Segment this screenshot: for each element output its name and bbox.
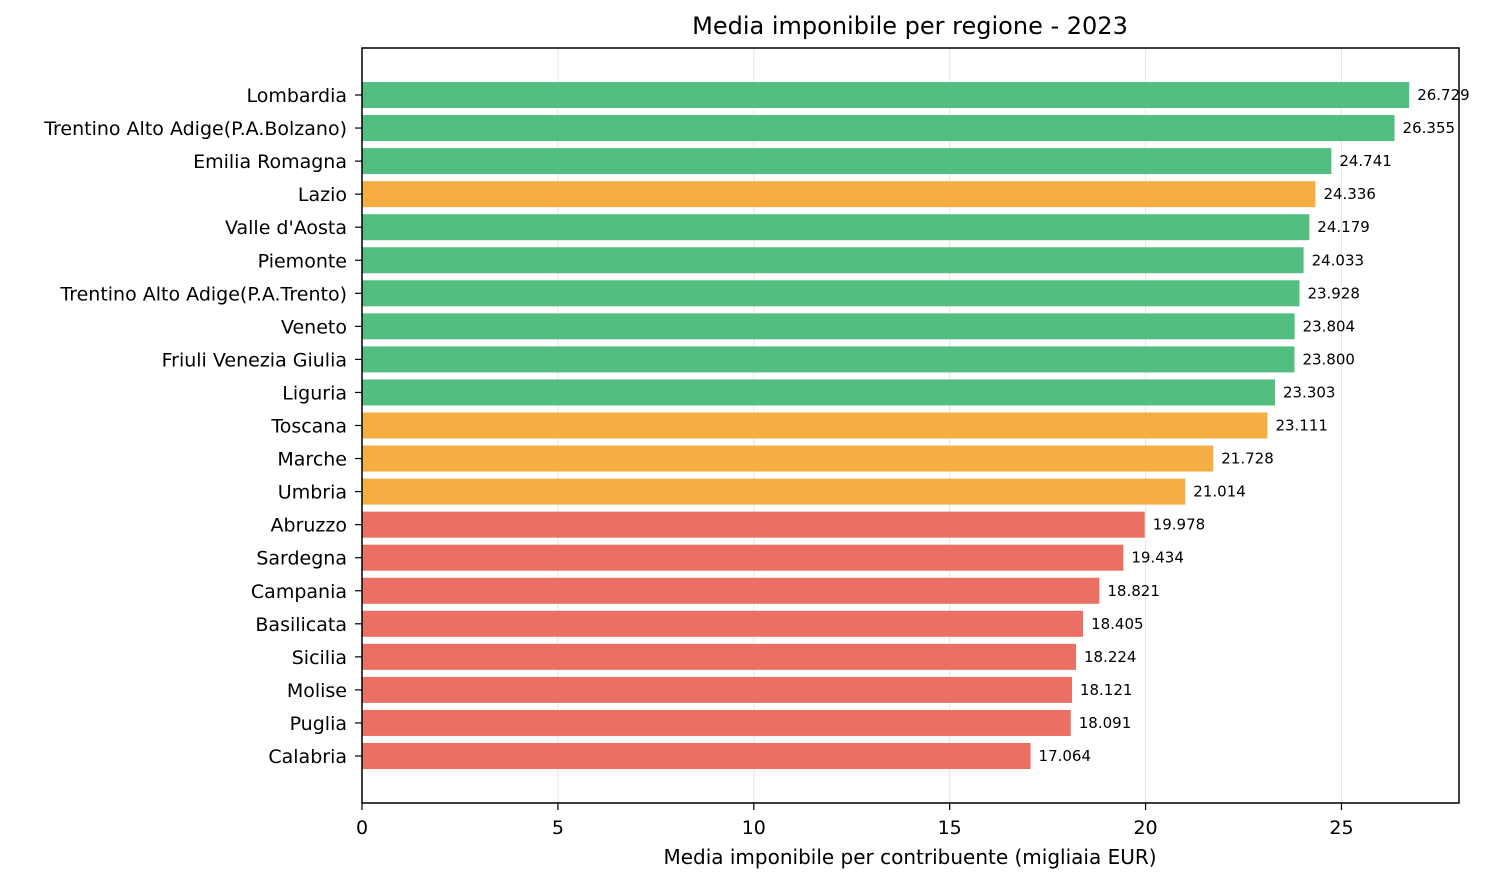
bar-value-label: 23.804 [1303, 317, 1356, 335]
bar [362, 478, 1186, 505]
category-label: Basilicata [255, 614, 347, 636]
x-axis-title: Media imponibile per contribuente (migli… [663, 845, 1156, 869]
bar-value-label: 21.014 [1193, 483, 1246, 501]
bar [362, 214, 1310, 241]
bar [362, 280, 1300, 307]
bars [362, 82, 1410, 769]
bar-value-label: 24.741 [1339, 152, 1392, 170]
bar [362, 544, 1124, 571]
bar [362, 511, 1145, 538]
category-label: Piemonte [258, 250, 347, 272]
bar-value-label: 23.111 [1275, 417, 1328, 435]
category-label: Campania [251, 581, 347, 603]
bar [362, 445, 1214, 472]
category-label: Abruzzo [271, 515, 347, 537]
category-label: Liguria [282, 382, 347, 404]
category-label: Toscana [270, 416, 347, 438]
bar-value-label: 24.033 [1312, 251, 1365, 269]
bar-value-label: 23.303 [1283, 383, 1336, 401]
bar-value-label: 18.224 [1084, 648, 1137, 666]
bar [362, 379, 1275, 406]
bar [362, 412, 1268, 439]
bar-value-label: 26.355 [1403, 119, 1456, 137]
bar-value-label: 18.121 [1080, 681, 1133, 699]
category-label: Sicilia [292, 647, 347, 669]
bar [362, 709, 1071, 736]
category-label: Emilia Romagna [193, 151, 347, 173]
category-label: Calabria [268, 746, 347, 768]
bar-value-label: 24.179 [1317, 218, 1370, 236]
bar [362, 181, 1316, 208]
x-tick-label: 20 [1133, 817, 1157, 839]
bar [362, 148, 1332, 175]
category-label: Veneto [281, 316, 347, 338]
category-labels: Lombardia Trentino Alto Adige(P.A.Bolzano… [43, 85, 362, 768]
plot-frame [361, 47, 1460, 804]
bar [362, 643, 1076, 670]
x-tick-label: 10 [742, 817, 766, 839]
bar-value-label: 19.978 [1153, 516, 1206, 534]
bar-value-label: 17.064 [1039, 747, 1092, 765]
bar [362, 82, 1410, 108]
x-tick-label: 0 [356, 817, 368, 839]
bar [362, 676, 1072, 703]
category-label: Lombardia [246, 85, 347, 107]
x-tick-label: 5 [552, 817, 564, 839]
bar [362, 743, 1031, 769]
category-label: Friuli Venezia Giulia [162, 349, 347, 371]
bar-value-label: 26.729 [1417, 86, 1470, 104]
value-labels: 26.729 26.355 24.741 24.336 24.179 24.033 23.9… [1039, 86, 1470, 765]
category-label: Puglia [290, 713, 347, 735]
bar-value-label: 23.928 [1307, 284, 1360, 302]
category-label: Umbria [278, 482, 347, 504]
bar-value-label: 19.434 [1131, 549, 1184, 567]
x-tick-label: 25 [1329, 817, 1353, 839]
bar [362, 115, 1395, 142]
category-label: Valle d'Aosta [225, 217, 347, 239]
category-label: Marche [277, 449, 347, 471]
category-label: Sardegna [256, 548, 347, 570]
bar [362, 346, 1295, 373]
category-label: Trentino Alto Adige(P.A.Trento) [59, 283, 347, 305]
bar [362, 313, 1295, 340]
bar [362, 610, 1084, 637]
x-ticks: 0 5 10 15 20 25 [356, 803, 1354, 839]
bar [362, 247, 1304, 274]
bar [362, 577, 1100, 604]
chart-title: Media imponibile per regione - 2023 [692, 12, 1128, 40]
bar-value-label: 21.728 [1221, 450, 1274, 468]
bar-value-label: 18.091 [1079, 714, 1132, 732]
category-label: Lazio [298, 184, 347, 206]
bar-value-label: 18.405 [1091, 615, 1144, 633]
bar-value-label: 24.336 [1323, 185, 1376, 203]
category-label: Trentino Alto Adige(P.A.Bolzano) [43, 118, 347, 140]
bar-value-label: 23.800 [1302, 350, 1355, 368]
bar-value-label: 18.821 [1107, 582, 1160, 600]
category-label: Molise [287, 680, 347, 702]
x-tick-label: 15 [938, 817, 962, 839]
